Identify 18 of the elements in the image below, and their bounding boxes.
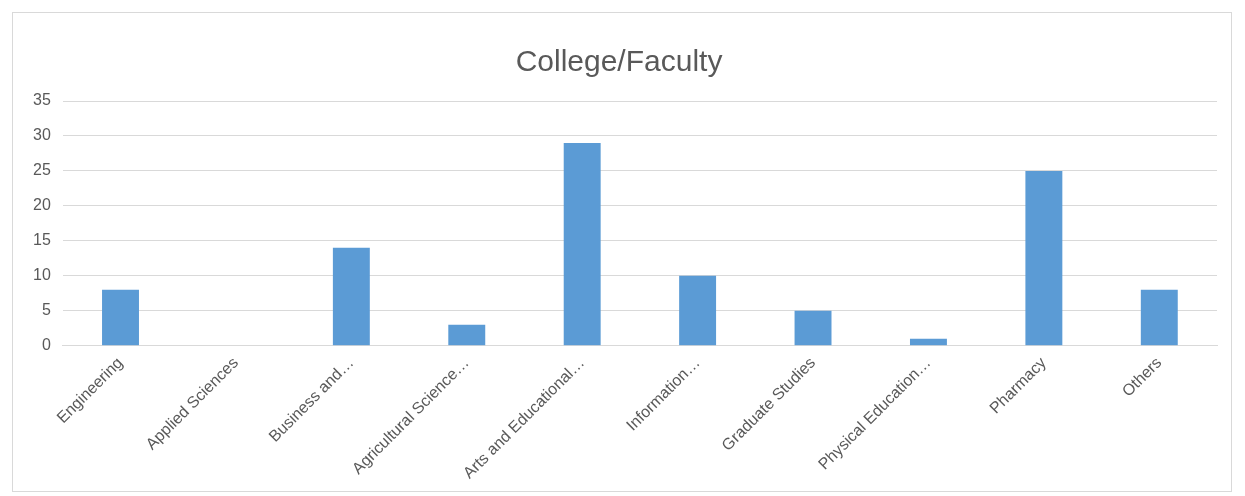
bar [909,338,947,346]
bar [1025,170,1063,346]
bar [102,289,139,346]
y-tick-label: 10 [33,266,51,284]
y-tick-label: 25 [33,161,51,179]
bar [563,142,601,346]
bar [448,324,486,346]
bar [794,310,832,346]
y-tick-label: 15 [33,231,51,249]
y-tick-label: 0 [41,336,51,354]
y-tick-label: 35 [33,91,51,109]
bar [332,247,370,346]
bar [1140,289,1178,346]
bar [679,275,717,346]
y-tick-label: 20 [33,196,51,214]
y-tick-label: 30 [33,126,51,144]
chart-title: College/Faculty [515,44,723,78]
y-tick-label: 5 [41,301,51,319]
